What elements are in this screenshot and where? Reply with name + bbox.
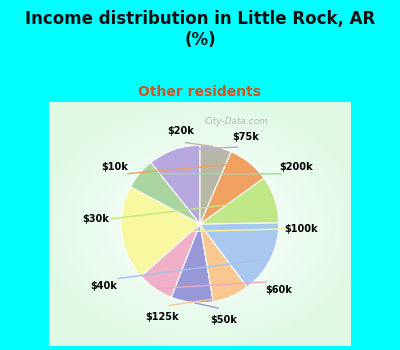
Text: $40k: $40k: [90, 281, 117, 291]
Wedge shape: [200, 145, 231, 224]
Wedge shape: [200, 224, 247, 302]
Text: $75k: $75k: [232, 132, 259, 141]
Text: Other residents: Other residents: [138, 85, 262, 99]
Text: $20k: $20k: [167, 126, 194, 136]
Text: $60k: $60k: [265, 285, 292, 295]
Wedge shape: [151, 145, 200, 224]
Wedge shape: [130, 162, 200, 224]
Text: City-Data.com: City-Data.com: [204, 117, 268, 126]
Text: Income distribution in Little Rock, AR
(%): Income distribution in Little Rock, AR (…: [25, 10, 375, 49]
Text: $10k: $10k: [101, 162, 128, 172]
Wedge shape: [141, 224, 200, 298]
Wedge shape: [172, 224, 213, 303]
Wedge shape: [200, 178, 279, 224]
Wedge shape: [121, 187, 200, 276]
Text: $200k: $200k: [280, 162, 313, 172]
Wedge shape: [200, 223, 279, 287]
Text: $50k: $50k: [211, 315, 238, 325]
Text: $100k: $100k: [284, 224, 318, 234]
Wedge shape: [200, 152, 264, 224]
Text: $30k: $30k: [83, 214, 110, 224]
Text: $125k: $125k: [145, 312, 178, 322]
